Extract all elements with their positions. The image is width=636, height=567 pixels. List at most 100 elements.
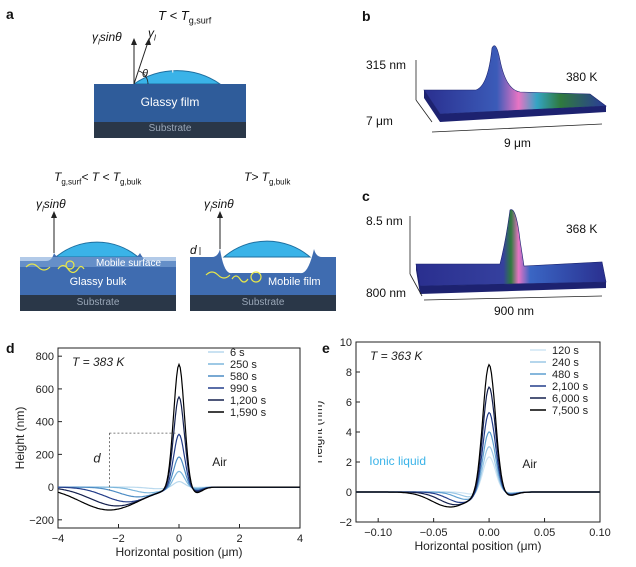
bottom-left-droplet [54,241,140,258]
top-condition: T < Tg,surf [158,8,212,26]
y-axis-label: Height (nm) [318,401,325,464]
legend-entry: 990 s [230,383,257,395]
surface-b-mesh [423,45,607,115]
series-line-7500s [356,363,600,508]
bottom-right-droplet [222,240,312,258]
air-label: Air [522,457,537,471]
surface-b-x-axis [431,123,603,133]
vertical-arrowhead [131,38,137,45]
tangent-arrowhead [145,38,151,45]
ionic-liquid-label: Ionic liquid [163,48,189,73]
glassy-film-label: Glassy film [140,95,200,109]
surface-c-mesh [415,209,607,287]
panel-b-surface [415,45,607,133]
top-substrate-label: Substrate [148,123,192,134]
panel-c-temperature: 368 K [566,222,598,236]
mobile-film-layer [190,249,336,295]
y-axis-label: Height (nm) [13,407,27,470]
panel-b-zmax: 315 nm [366,58,407,72]
surface-c-x-axis [423,295,603,301]
plot-frame [57,347,301,529]
tangent-arrow [133,41,149,85]
theta-label: θ [142,68,148,80]
legend-entry: 250 s [230,359,257,371]
glassy-bulk-label: Glassy bulk [69,276,127,288]
x-tick-label: 0.10 [589,527,610,539]
top-gamma-sin-label: γlsinθ [92,30,122,47]
temperature-label: T = 363 K [370,349,423,363]
y-tick-label: 8 [346,367,352,379]
x-axis-label: Horizontal position (μm) [116,545,243,559]
angle-arc [138,70,149,85]
legend-entry: 6,000 s [552,393,589,405]
legend-entry: 240 s [552,357,579,369]
bottom-right-gamma-label: γlsinθ [204,197,234,214]
bottom-left-substrate [20,295,176,311]
y-tick-label: 200 [36,449,54,461]
d-annotation: d [93,451,101,466]
bottom-left-arrowhead [51,211,57,218]
glassy-film-layer [94,84,246,122]
top-film-diagram [94,38,246,138]
top-gamma-label: γl [148,26,156,43]
bottom-right-substrate-label: Substrate [241,297,285,308]
bottom-right-substrate [190,295,336,311]
panel-label-a: a [6,6,14,22]
legend-entry: 120 s [552,345,579,357]
legend-entry: 1,200 s [230,395,267,407]
panel-b-yspan: 7 μm [366,114,393,128]
panel-label-e: e [322,340,330,356]
y-tick-label: 4 [346,427,352,439]
bottom-right-arrowhead [217,211,223,218]
mobile-film-label: Mobile film [268,276,321,288]
substrate-layer [94,122,246,138]
y-tick-label: −2 [339,517,352,529]
d-label: d [190,243,197,257]
bottom-right-condition: T> Tg,bulk [244,170,291,187]
legend-entry: 2,100 s [552,381,589,393]
legend-entry: 480 s [552,369,579,381]
panel-c-zmax: 8.5 nm [366,214,403,228]
panel-d-chart: −4 −2 0 2 4 −200 0 200 400 600 800 Horizontal posit… [13,347,303,559]
surface-c-edge [416,264,606,294]
mobile-film-squiggle [205,271,249,283]
y-tick-label: 6 [346,397,352,409]
series-line-1590s [57,362,300,511]
panel-label-b: b [362,8,371,24]
x-tick-label: 0 [176,533,182,545]
y-tick-label: 0 [346,487,352,499]
x-tick-label: 4 [297,533,303,545]
x-tick-label: −2 [112,533,125,545]
legend-entry: 7,500 s [552,405,589,417]
droplet-shape [132,70,222,85]
y-tick-label: 800 [36,351,54,363]
air-label: Air [212,455,227,469]
legend-entry: 6 s [230,347,245,359]
mobile-chain-knot [65,260,75,270]
bottom-left-diagram [20,211,176,311]
mobile-film-knot [250,271,262,283]
bottom-left-substrate-label: Substrate [76,297,120,308]
y-tick-label: −200 [29,515,54,527]
surface-c-y-axis [409,273,423,297]
x-tick-label: −0.10 [364,527,392,539]
x-tick-label: 0.00 [478,527,499,539]
panel-e-chart: −0.10 −0.05 0.00 0.05 0.10 −2 0 2 4 6 8 10 Horizonta… [318,337,611,553]
bottom-left-condition: Tg,surf< T < Tg,bulk [54,170,142,187]
panel-label-c: c [362,188,370,204]
surface-b-edge [424,90,606,122]
y-tick-label: 0 [48,482,54,494]
panel-c-xspan: 900 nm [494,304,535,318]
x-tick-label: 0.05 [534,527,555,539]
bottom-right-diagram [190,211,336,311]
y-tick-label: 10 [340,337,352,349]
x-tick-label: −0.05 [420,527,448,539]
ionic-liquid-annotation: Ionic liquid [369,454,426,468]
panel-c-surface [409,209,607,301]
mobile-chain-squiggle [25,263,85,274]
legend-entry: 580 s [230,371,257,383]
surface-b-y-axis [415,99,433,123]
panel-b-xspan: 9 μm [504,136,531,150]
x-tick-label: −4 [52,533,65,545]
mobile-surface-band [20,257,176,267]
